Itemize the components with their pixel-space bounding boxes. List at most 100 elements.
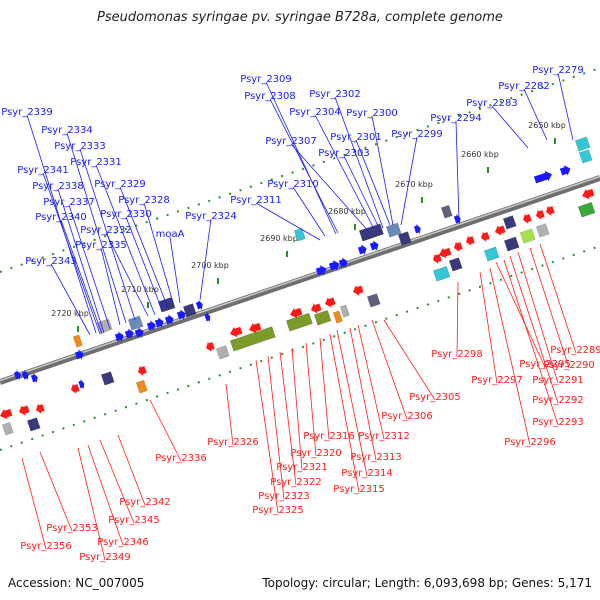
reverse-gene-label: Psyr_2316	[303, 431, 355, 442]
leader-line	[255, 202, 321, 241]
reverse-gene-label: Psyr_2345	[108, 515, 160, 526]
leader-line	[529, 247, 570, 369]
reverse-gene-box	[366, 293, 381, 308]
forward-gene-label: Psyr_2324	[185, 211, 237, 222]
leader-line	[371, 319, 408, 420]
leader-line	[491, 105, 529, 149]
leader-line	[79, 148, 136, 321]
kbp-marker: 2680 kbp	[328, 207, 366, 216]
reverse-gene-label: Psyr_2298	[431, 349, 483, 360]
reverse-gene-arrow	[325, 297, 336, 308]
forward-gene-arrow	[13, 369, 21, 381]
reverse-gene-box	[577, 201, 596, 218]
upper-scale-track	[0, 67, 600, 273]
forward-gene-label: Psyr_2300	[346, 108, 398, 119]
reverse-gene-box	[502, 215, 517, 230]
leader-line	[489, 267, 531, 446]
reverse-gene-label: Psyr_2322	[270, 477, 322, 488]
forward-gene-label: Psyr_2330	[100, 209, 152, 220]
forward-gene-arrow	[195, 299, 203, 311]
forward-gene-label: Psyr_2338	[32, 181, 84, 192]
kbp-marker: 2660 kbp	[461, 150, 499, 159]
leader-line	[77, 447, 106, 561]
forward-gene-label: Psyr_2279	[532, 65, 584, 76]
reverse-gene-label: Psyr_2296	[504, 437, 556, 448]
reverse-gene-arrow	[582, 188, 595, 200]
leader-line	[290, 143, 371, 234]
leader-line	[383, 319, 436, 401]
forward-gene-label: Psyr_2331	[70, 157, 122, 168]
reverse-gene-box	[26, 417, 41, 432]
leader-line	[509, 255, 559, 404]
reverse-gene-arrow	[249, 322, 262, 334]
leader-line	[26, 114, 97, 334]
leader-line	[100, 247, 121, 326]
reverse-gene-arrow	[206, 341, 215, 352]
topology-label: Topology: circular; Length: 6,093,698 bp…	[262, 576, 592, 590]
reverse-gene-arrow	[523, 213, 532, 224]
forward-gene-label: Psyr_2339	[1, 107, 53, 118]
reverse-gene-box	[215, 345, 230, 360]
leader-line	[143, 202, 175, 307]
reverse-gene-label: Psyr_2312	[358, 431, 410, 442]
forward-gene-arrow	[134, 327, 144, 338]
leader-line	[21, 457, 47, 550]
forward-gene-arrow	[315, 265, 327, 276]
reverse-gene-label: Psyr_2349	[79, 552, 131, 563]
reverse-gene-arrow	[536, 209, 545, 220]
forward-gene-arrow	[204, 311, 211, 323]
leader-line	[334, 96, 384, 229]
reverse-gene-box	[313, 309, 332, 326]
reverse-gene-arrow	[466, 235, 475, 246]
forward-gene-box	[440, 204, 453, 219]
forward-gene-label: Psyr_2299	[391, 129, 443, 140]
leader-line	[336, 329, 368, 477]
forward-gene-label: Psyr_2308	[244, 91, 296, 102]
leader-line	[66, 132, 127, 324]
forward-gene-label: Psyr_2340	[35, 212, 87, 223]
reverse-gene-box	[229, 326, 276, 352]
leader-line	[95, 164, 156, 316]
reverse-gene-box	[100, 371, 115, 386]
forward-gene-arrow	[176, 309, 186, 320]
forward-gene-label: Psyr_2294	[430, 113, 482, 124]
reverse-gene-box	[483, 246, 500, 262]
reverse-gene-label: Psyr_2342	[119, 497, 171, 508]
leader-line	[319, 337, 330, 440]
reverse-gene-label: Psyr_2297	[471, 375, 523, 386]
forward-gene-arrow	[413, 223, 421, 235]
reverse-gene-box	[519, 228, 536, 244]
reverse-gene-box	[432, 265, 451, 282]
forward-gene-label: Psyr_2328	[118, 195, 170, 206]
leader-line	[343, 155, 380, 229]
forward-gene-box	[358, 223, 384, 242]
forward-gene-label: Psyr_2343	[25, 256, 77, 267]
leader-line	[255, 359, 279, 514]
backbone-highlight	[0, 175, 600, 382]
leader-line	[279, 351, 297, 486]
genome-backbone	[0, 175, 600, 385]
leader-line	[495, 261, 546, 368]
forward-gene-label: Psyr_2341	[17, 165, 69, 176]
reverse-gene-box	[135, 379, 148, 394]
forward-gene-label: Psyr_2335	[75, 240, 127, 251]
forward-gene-box	[182, 303, 197, 318]
leader-line	[400, 136, 418, 226]
forward-gene-arrow	[328, 260, 340, 271]
reverse-gene-arrow	[353, 285, 364, 296]
forward-gene-label: Psyr_2332	[80, 225, 132, 236]
leader-line	[329, 333, 360, 493]
kbp-marker: 2650 kbp	[528, 121, 566, 130]
leader-line	[456, 281, 459, 358]
leader-line	[557, 72, 574, 141]
forward-gene-arrow	[164, 314, 174, 325]
reverse-gene-label: Psyr_2346	[97, 537, 149, 548]
reverse-gene-arrow	[230, 326, 243, 338]
kbp-marker: 2720 kbp	[51, 309, 89, 318]
leader-line	[60, 219, 103, 335]
reverse-gene-label: Psyr_2290	[543, 360, 595, 371]
reverse-gene-box	[503, 236, 520, 252]
leader-line	[455, 120, 460, 223]
